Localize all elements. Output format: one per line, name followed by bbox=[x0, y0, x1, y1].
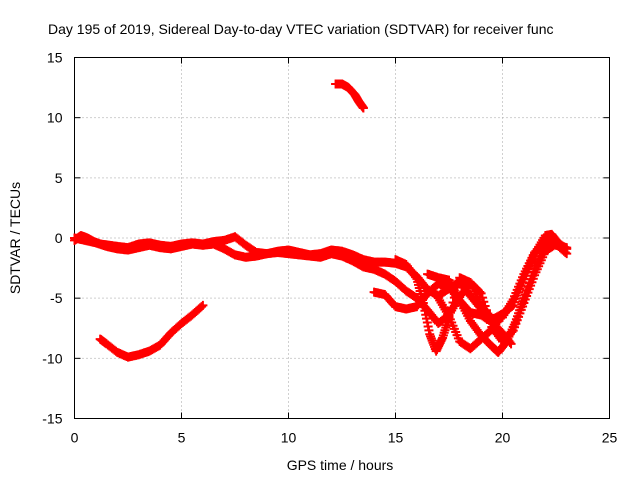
chart-title: Day 195 of 2019, Sidereal Day-to-day VTE… bbox=[48, 21, 554, 37]
x-tick-label: 5 bbox=[178, 430, 186, 446]
x-tick-label: 15 bbox=[388, 430, 404, 446]
data-point bbox=[504, 303, 514, 313]
data-point bbox=[411, 272, 421, 282]
x-axis-title: GPS time / hours bbox=[287, 457, 394, 473]
data-point bbox=[448, 298, 458, 308]
data-point bbox=[562, 243, 572, 253]
series-track-6 bbox=[433, 293, 514, 354]
grid-layer bbox=[74, 57, 610, 419]
y-tick-label: 10 bbox=[47, 110, 63, 126]
y-tick-label: -10 bbox=[42, 350, 62, 366]
series-track-8 bbox=[331, 79, 368, 113]
x-tick-label: 20 bbox=[495, 430, 511, 446]
y-tick-label: -5 bbox=[50, 290, 63, 306]
series-track-7 bbox=[95, 300, 208, 362]
ticks-layer: 0 5 10 15 20 25 -15 -10 -5 0 5 10 15 bbox=[42, 50, 617, 446]
y-tick-label: -15 bbox=[42, 411, 62, 427]
data-point bbox=[358, 103, 368, 113]
x-tick-label: 25 bbox=[602, 430, 618, 446]
data-point bbox=[447, 302, 457, 312]
data-point bbox=[505, 338, 515, 348]
x-tick-label: 10 bbox=[281, 430, 297, 446]
y-tick-label: 0 bbox=[55, 230, 63, 246]
data-point bbox=[551, 235, 561, 245]
data-point bbox=[198, 300, 208, 310]
y-tick-label: 15 bbox=[47, 50, 63, 66]
data-point bbox=[197, 302, 207, 312]
x-tick-label: 0 bbox=[71, 430, 79, 446]
y-tick-label: 5 bbox=[55, 170, 63, 186]
data-point bbox=[506, 339, 516, 349]
marks-layer bbox=[70, 79, 572, 362]
y-axis-title: SDTVAR / TECUs bbox=[7, 182, 23, 294]
